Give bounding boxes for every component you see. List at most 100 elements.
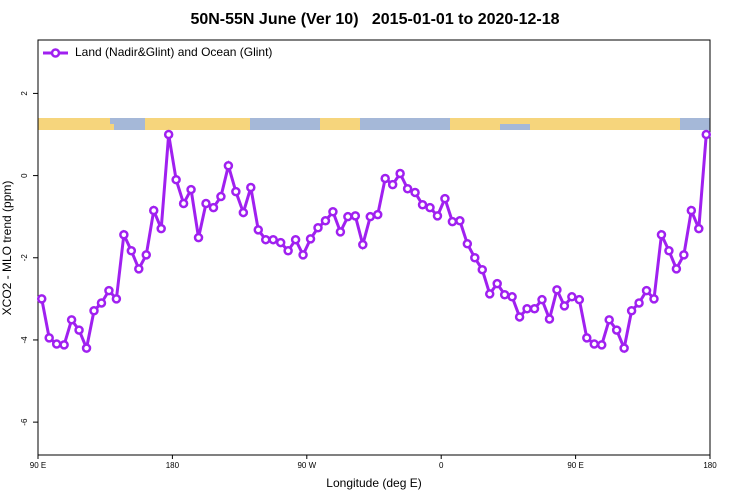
- data-point: [238, 207, 249, 218]
- data-point: [246, 182, 256, 193]
- data-point: [470, 253, 480, 263]
- data-point: [126, 246, 137, 256]
- y-tick-label: -6: [20, 418, 29, 426]
- x-tick-label: 180: [166, 461, 180, 470]
- data-point: [111, 294, 122, 304]
- data-point: [589, 339, 600, 349]
- data-point: [596, 340, 607, 350]
- y-tick-label: 2: [20, 91, 29, 96]
- data-point: [268, 234, 278, 245]
- data-point: [552, 285, 562, 295]
- data-point: [499, 290, 510, 300]
- data-point: [335, 227, 346, 237]
- data-point: [567, 292, 577, 302]
- data-point: [619, 343, 629, 353]
- data-point: [656, 230, 667, 240]
- data-point: [305, 234, 316, 244]
- data-point: [514, 312, 525, 322]
- data-point: [350, 211, 361, 221]
- data-point: [544, 314, 555, 324]
- data-point: [417, 200, 428, 210]
- data-point: [66, 315, 77, 325]
- data-point: [148, 205, 159, 216]
- data-point: [582, 333, 592, 343]
- data-point: [156, 223, 166, 234]
- legend-label: Land (Nadir&Glint) and Ocean (Glint): [75, 45, 272, 59]
- data-point: [59, 340, 69, 350]
- data-point: [260, 234, 271, 245]
- y-tick-label: -4: [20, 336, 29, 344]
- data-point: [163, 129, 174, 140]
- data-point: [89, 306, 99, 316]
- x-tick-label: 90 E: [30, 461, 46, 470]
- land-ocean-band: [38, 118, 710, 130]
- data-point: [611, 325, 622, 335]
- data-point: [484, 289, 495, 299]
- x-tick-label: 180: [703, 461, 717, 470]
- data-point: [679, 250, 689, 260]
- data-point: [81, 343, 92, 353]
- data-point: [223, 160, 234, 171]
- x-tick-label: 0: [439, 461, 444, 470]
- data-point: [447, 216, 458, 227]
- data-point: [104, 285, 114, 296]
- data-point: [402, 183, 413, 194]
- data-point: [231, 186, 241, 197]
- data-point: [372, 209, 383, 220]
- data-point: [604, 315, 614, 325]
- chart-title: 50N-55N June (Ver 10) 2015-01-01 to 2020…: [190, 11, 559, 28]
- plot-frame: [37, 39, 711, 456]
- data-point: [380, 173, 390, 184]
- data-point: [74, 325, 84, 335]
- data-point: [216, 191, 226, 202]
- data-point: [290, 234, 301, 245]
- data-point: [358, 239, 368, 250]
- data-point: [574, 294, 585, 305]
- data-point: [694, 223, 704, 234]
- data-point: [395, 168, 405, 179]
- data-point: [626, 306, 637, 316]
- data-point: [283, 246, 293, 256]
- data-point: [365, 211, 376, 222]
- data-point: [529, 303, 540, 314]
- data-point: [410, 187, 420, 198]
- data-point: [186, 184, 196, 195]
- y-tick-label: 0: [20, 173, 29, 178]
- data-point: [320, 216, 331, 226]
- data-point: [641, 285, 652, 296]
- data-point: [492, 278, 502, 289]
- y-tick-label: -2: [20, 254, 29, 262]
- data-point: [507, 292, 517, 302]
- data-point: [171, 174, 181, 185]
- data-point: [559, 301, 570, 311]
- x-axis-label: Longitude (deg E): [326, 476, 421, 490]
- data-point: [298, 250, 308, 260]
- data-point: [208, 202, 219, 213]
- data-point: [455, 216, 465, 226]
- data-point: [432, 211, 443, 221]
- data-point: [141, 250, 152, 260]
- data-point: [440, 193, 450, 204]
- data-point: [328, 207, 338, 217]
- data-point: [343, 211, 353, 222]
- x-tick-label: 90 E: [567, 461, 583, 470]
- data-point: [686, 205, 697, 216]
- x-tick-label: 90 W: [297, 461, 316, 470]
- y-axis-label: XCO2 - MLO trend (ppm): [0, 181, 14, 316]
- data-point: [671, 264, 682, 274]
- data-point: [36, 294, 47, 304]
- data-point: [537, 294, 547, 305]
- data-point: [44, 333, 54, 343]
- data-point: [462, 239, 473, 249]
- data-point: [193, 232, 204, 243]
- data-point: [51, 339, 62, 349]
- legend-marker: [50, 48, 61, 58]
- data-point: [313, 223, 323, 233]
- data-point: [477, 264, 488, 275]
- data-point: [664, 246, 674, 256]
- data-point: [425, 202, 435, 213]
- data-point: [275, 237, 286, 248]
- data-point: [522, 303, 532, 314]
- data-point: [649, 294, 659, 304]
